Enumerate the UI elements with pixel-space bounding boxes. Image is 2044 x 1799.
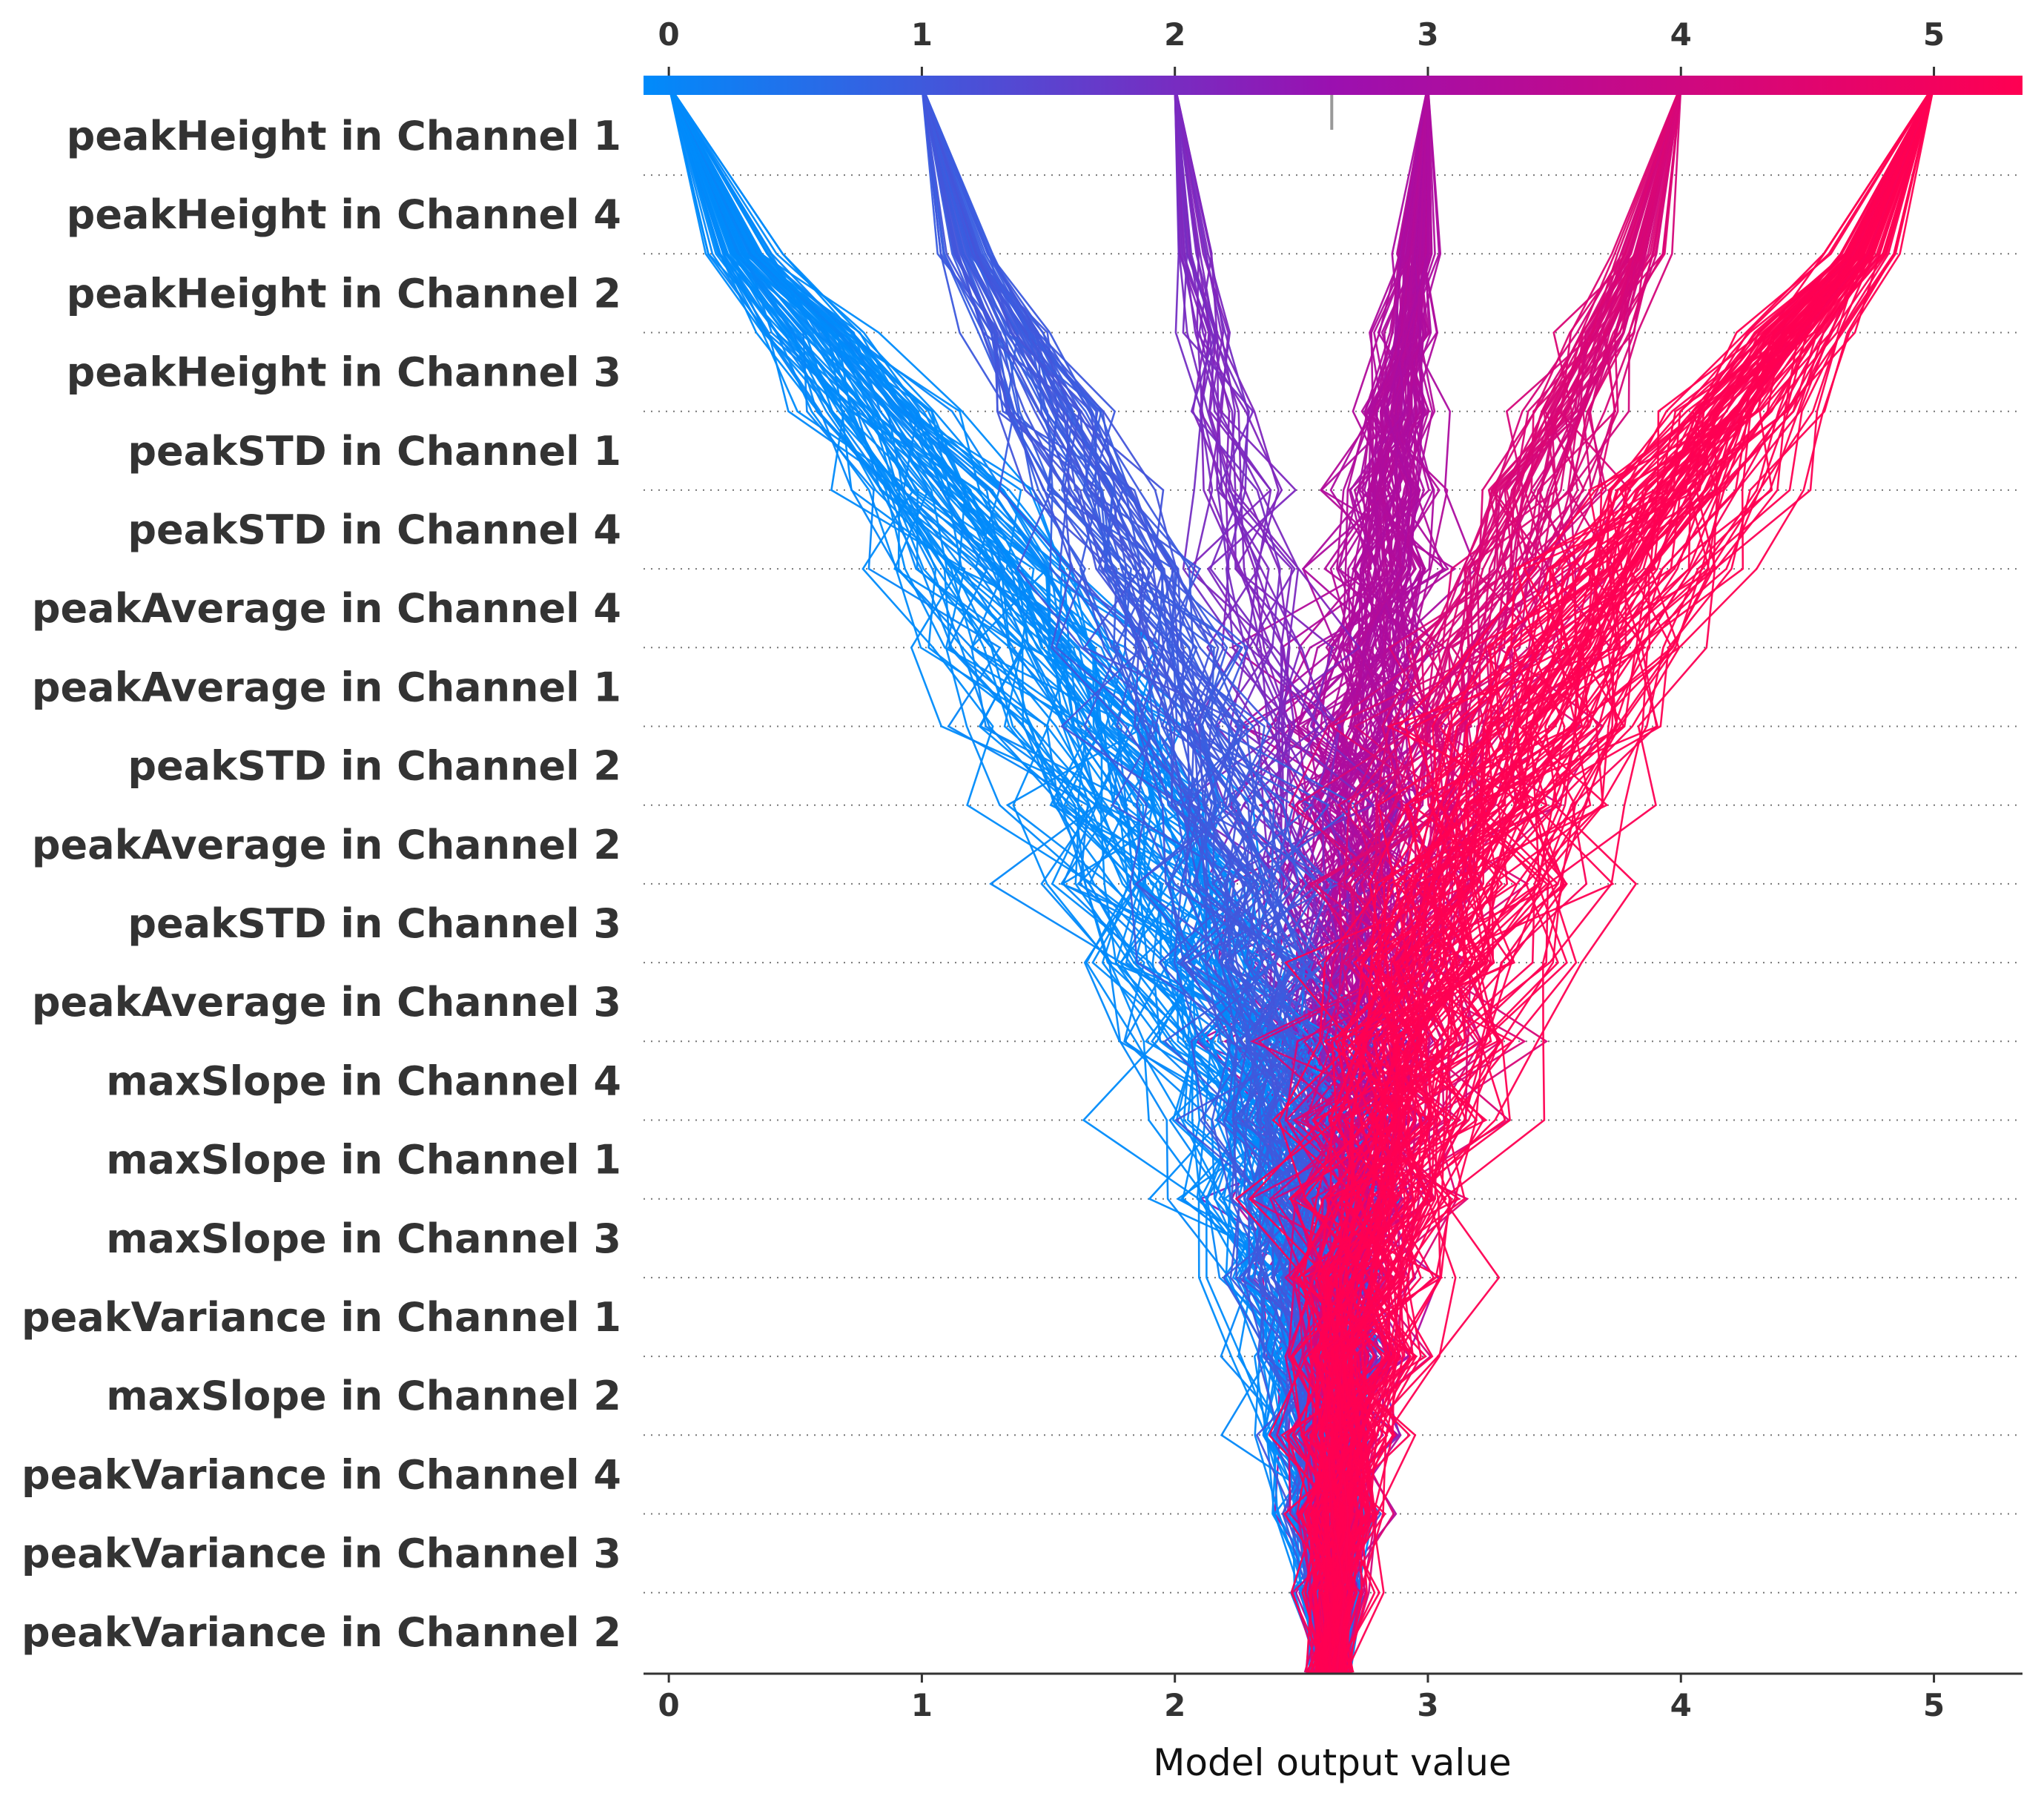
feature-label: peakHeight in Channel 4 (67, 191, 621, 238)
feature-label: peakSTD in Channel 1 (128, 428, 621, 475)
x-tick-label-top: 3 (1417, 16, 1438, 53)
feature-label: peakVariance in Channel 4 (22, 1451, 621, 1498)
x-tick-label-top: 5 (1923, 16, 1945, 53)
x-axis-label: Model output value (1153, 1741, 1511, 1784)
x-tick-label-top: 1 (911, 16, 933, 53)
decision-line (667, 85, 1332, 1675)
feature-label: maxSlope in Channel 1 (106, 1137, 621, 1184)
x-tick-label: 5 (1923, 1687, 1945, 1723)
decision-line (1271, 85, 1935, 1675)
decision-line (1302, 85, 1935, 1675)
x-tick-label-top: 4 (1670, 16, 1692, 53)
decision-line (1304, 85, 1935, 1675)
feature-label: peakAverage in Channel 2 (32, 822, 621, 868)
feature-label: peakAverage in Channel 1 (32, 664, 621, 710)
axes: 0 0 1 1 2 2 3 3 4 4 5 5 (644, 16, 2022, 1723)
decision-line (1331, 85, 1935, 1675)
feature-labels: peakHeight in Channel 1 peakHeight in Cha… (22, 113, 621, 1656)
decision-line (1320, 85, 1935, 1675)
decision-line (1323, 85, 1935, 1674)
decision-line (1329, 85, 1935, 1675)
x-tick-label: 1 (911, 1687, 933, 1723)
x-tick-label: 4 (1670, 1687, 1692, 1723)
x-tick-label: 0 (658, 1687, 680, 1723)
decision-lines (667, 85, 1935, 1675)
feature-label: peakSTD in Channel 3 (128, 900, 621, 947)
feature-label: peakSTD in Channel 2 (128, 743, 621, 790)
feature-label: peakSTD in Channel 4 (128, 506, 621, 553)
feature-label: peakVariance in Channel 3 (22, 1531, 621, 1577)
x-tick-label-top: 2 (1164, 16, 1185, 53)
x-tick-label: 3 (1417, 1687, 1438, 1723)
feature-label: peakAverage in Channel 4 (32, 585, 621, 632)
feature-label: peakVariance in Channel 1 (22, 1294, 621, 1341)
decision-line (921, 85, 1332, 1675)
color-gradient-bar (644, 76, 2022, 95)
decision-line (1321, 85, 1935, 1675)
decision-line (1302, 85, 1935, 1675)
decision-line (1290, 85, 1935, 1675)
feature-label: maxSlope in Channel 3 (106, 1215, 621, 1262)
decision-line (1234, 85, 1935, 1674)
feature-label: peakHeight in Channel 3 (67, 349, 621, 396)
decision-line (1288, 85, 1935, 1675)
feature-label: peakAverage in Channel 3 (32, 979, 621, 1026)
decision-line (1284, 85, 1935, 1675)
feature-label: peakHeight in Channel 2 (67, 270, 621, 317)
decision-line (1331, 85, 1935, 1675)
decision-line (1332, 85, 1935, 1675)
feature-label: peakVariance in Channel 2 (22, 1609, 621, 1656)
x-tick-label: 2 (1164, 1687, 1185, 1723)
decision-line (1323, 85, 1935, 1675)
decision-line (921, 85, 1332, 1675)
feature-label: maxSlope in Channel 2 (106, 1373, 621, 1419)
feature-label: maxSlope in Channel 4 (106, 1057, 621, 1104)
decision-line (1323, 85, 1935, 1675)
decision-line (1311, 85, 1935, 1674)
decision-line (1301, 85, 1935, 1675)
feature-label: peakHeight in Channel 1 (67, 113, 621, 159)
x-tick-label-top: 0 (658, 16, 680, 53)
decision-line (667, 85, 1334, 1675)
decision-line (1332, 85, 1682, 1675)
